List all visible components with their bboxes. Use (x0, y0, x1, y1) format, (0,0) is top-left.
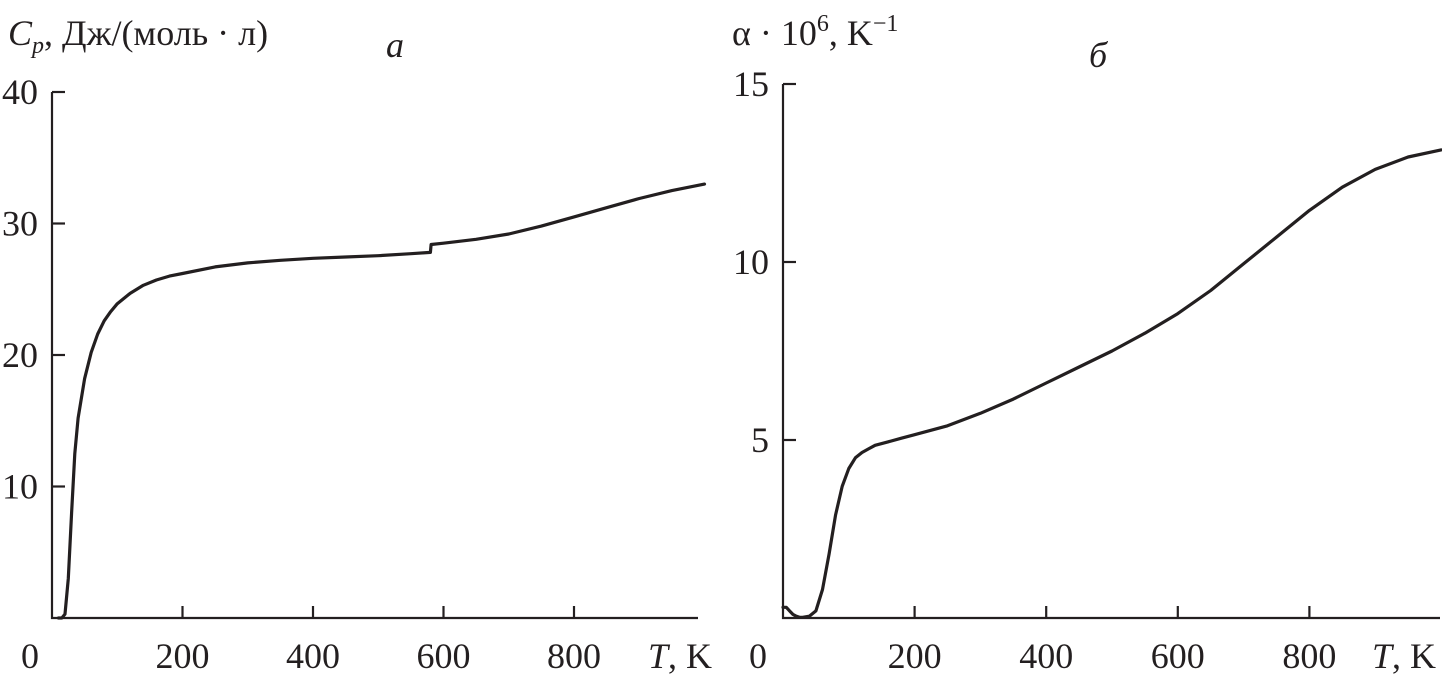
y-axis-label-a-unit: , Дж/(моль · л) (44, 13, 268, 53)
x-axis-label-b-symbol: T (1372, 636, 1395, 676)
y-tick-label: 20 (2, 335, 38, 375)
series-line-cp (56, 182, 707, 620)
x-tick-label: 0 (749, 636, 767, 676)
ticks-a: 0 200 400 600 800 10 20 30 40 (2, 72, 601, 676)
x-tick-label: 800 (1282, 636, 1336, 676)
y-axis-label-b-symbol: α · 10 (732, 13, 817, 53)
y-tick-label: 10 (2, 467, 38, 507)
y-tick-label: 40 (2, 72, 38, 112)
y-axis-label-a: Cp, Дж/(моль · л) (8, 13, 268, 59)
chart-panel-a: а Cp, Дж/(моль · л) 0 200 400 600 800 10 20 30 4… (2, 13, 712, 676)
x-tick-label: 400 (1019, 636, 1073, 676)
x-tick-label: 0 (21, 636, 39, 676)
panel-label-b: б (1089, 35, 1109, 75)
y-axis-label-b-exponent: 6 (817, 11, 829, 37)
y-tick-label: 5 (751, 420, 769, 460)
x-tick-label: 200 (888, 636, 942, 676)
series-line-alpha (781, 148, 1442, 619)
x-tick-label: 600 (417, 636, 471, 676)
y-tick-label: 30 (2, 204, 38, 244)
y-axis-label-b: α · 106, K−1 (732, 11, 898, 53)
axes-frame-a (50, 92, 698, 620)
y-tick-label: 15 (733, 64, 769, 104)
y-tick-label: 10 (733, 242, 769, 282)
panel-label-a: а (386, 25, 404, 65)
ticks-b: 0 200 400 600 800 5 10 15 (733, 64, 1336, 676)
x-tick-label: 200 (156, 636, 210, 676)
x-axis-label-a-unit: , K (668, 636, 712, 676)
y-axis-label-b-unit-exponent: −1 (873, 11, 899, 37)
x-tick-label: 600 (1151, 636, 1205, 676)
x-axis-label-a: T, K (648, 636, 712, 676)
x-tick-label: 800 (547, 636, 601, 676)
y-axis-label-a-symbol: C (8, 13, 33, 53)
x-axis-label-b: T, K (1372, 636, 1436, 676)
x-axis-label-b-unit: , K (1392, 636, 1436, 676)
y-axis-label-a-subscript: p (30, 33, 44, 59)
x-tick-label: 400 (286, 636, 340, 676)
y-axis-label-b-unit: , K (829, 13, 873, 53)
x-axis-label-a-symbol: T (648, 636, 671, 676)
